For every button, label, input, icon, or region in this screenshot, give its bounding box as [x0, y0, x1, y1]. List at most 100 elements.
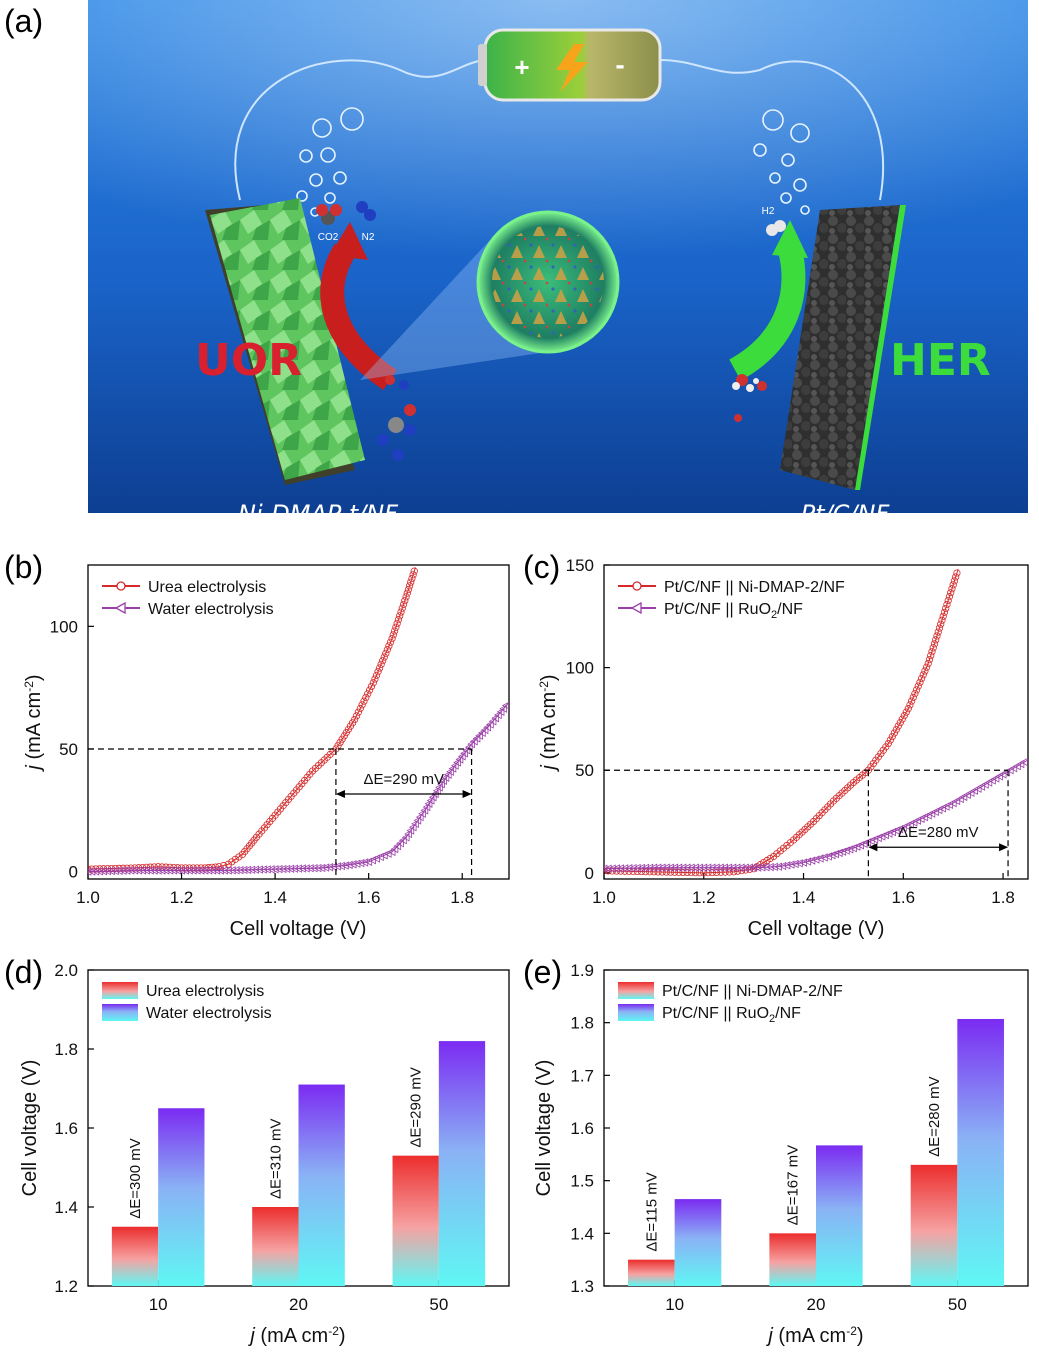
data-point-marker: [774, 862, 782, 871]
delta-arrowhead-right: [999, 843, 1009, 852]
data-point-marker: [298, 864, 306, 873]
data-point-marker: [333, 862, 341, 871]
y-tick-label: 50: [575, 761, 594, 780]
data-point-marker: [216, 866, 224, 875]
bar-series-2: [816, 1145, 863, 1286]
data-point-marker: [161, 866, 170, 875]
series-b: [88, 567, 509, 876]
data-point-marker: [712, 868, 721, 877]
data-point-marker: [675, 868, 683, 876]
plot-frame-b: [87, 564, 510, 880]
data-point-marker: [616, 864, 625, 873]
legend-swatch-marker: [632, 581, 642, 591]
data-point-marker: [904, 705, 912, 713]
data-point-marker: [934, 628, 942, 636]
data-point-marker: [658, 868, 666, 876]
x-tick-label: 1.8: [991, 888, 1015, 907]
right-electrode-label: Pt/C/NF: [801, 500, 891, 528]
panel-c-chart: (c) 1.0 1.2 1.4 1.6 1.8 0 50 100 150 ΔE=280 mV P…: [523, 549, 1029, 940]
data-point-marker: [344, 860, 353, 870]
delta-e-label: ΔE=167 mV: [785, 1145, 802, 1225]
data-point-marker: [632, 863, 641, 873]
data-point-marker: [231, 866, 240, 875]
data-point-marker: [398, 604, 406, 612]
data-point-marker: [650, 868, 658, 876]
data-point-marker: [169, 866, 178, 875]
data-point-marker: [443, 770, 452, 779]
data-point-marker: [247, 865, 256, 874]
y-axis-title-b: j (mA cm-2​): [22, 674, 45, 772]
data-point-marker: [286, 864, 295, 873]
data-point-marker: [914, 682, 922, 690]
data-point-marker: [177, 866, 185, 875]
data-point-marker: [130, 866, 139, 875]
left-wire: [234, 59, 489, 201]
x-tick-label: 1.0: [76, 888, 100, 907]
data-point-marker: [480, 725, 489, 735]
data-point-marker: [153, 866, 162, 875]
x-tick-label: 50: [429, 1295, 448, 1314]
data-point-marker: [703, 863, 712, 872]
data-point-marker: [390, 844, 399, 854]
data-point-marker: [402, 593, 410, 601]
data-point-marker: [394, 616, 403, 624]
data-point-marker: [795, 859, 803, 868]
data-point-marker: [393, 619, 401, 628]
data-point-marker: [356, 704, 364, 713]
data-point-marker: [922, 663, 931, 671]
data-point-marker: [439, 776, 447, 786]
legend-swatch: [618, 982, 654, 999]
data-point-marker: [624, 864, 633, 873]
data-point-marker: [890, 729, 898, 737]
annotation-e: ΔE=115 mV ΔE=167 mV ΔE=280 mV: [643, 1076, 943, 1251]
data-point-marker: [947, 589, 955, 597]
data-point-marker: [945, 593, 954, 601]
series-line-1: [88, 567, 416, 870]
data-point-marker: [666, 868, 675, 876]
data-point-marker: [898, 715, 906, 723]
series-clip-group: [88, 567, 509, 876]
data-point-marker: [266, 865, 275, 874]
data-point-marker: [753, 863, 762, 872]
data-point-marker: [122, 866, 131, 875]
data-point-marker: [118, 866, 127, 875]
legend-label: Urea electrolysis: [146, 983, 264, 1000]
delta-arrowhead-left: [335, 789, 345, 798]
data-point-marker: [367, 682, 376, 691]
uor-arrowhead: [330, 222, 368, 260]
data-point-marker: [749, 863, 758, 872]
data-point-marker: [398, 836, 407, 845]
data-point-marker: [392, 623, 400, 631]
data-point-marker: [290, 864, 299, 873]
data-point-marker: [757, 863, 766, 872]
left-electrode: [205, 198, 365, 485]
data-point-marker: [940, 608, 949, 616]
series-e: [628, 1018, 1004, 1286]
bar-series-1: [910, 1164, 958, 1286]
x-axis-title-e: j (mA cm-2​): [765, 1324, 863, 1347]
data-point-marker: [888, 732, 896, 741]
data-point-marker: [192, 866, 201, 875]
data-point-marker: [448, 764, 457, 773]
data-point-marker: [485, 720, 494, 729]
data-point-marker: [988, 776, 996, 785]
data-point-marker: [721, 868, 729, 876]
data-point-marker: [389, 631, 397, 639]
data-point-marker: [146, 866, 154, 875]
bar-series-1: [628, 1259, 675, 1286]
legend-swatch: [102, 1004, 138, 1021]
data-point-marker: [711, 863, 720, 872]
data-point-marker: [294, 864, 302, 873]
data-point-marker: [413, 816, 422, 825]
data-point-marker: [388, 634, 396, 643]
y-tick-label: 1.6: [54, 1119, 78, 1138]
data-point-marker: [424, 799, 433, 808]
data-point-marker: [404, 829, 412, 839]
battery-plus: +: [514, 52, 529, 82]
data-point-marker: [916, 678, 924, 686]
data-point-marker: [472, 734, 481, 743]
data-point-marker: [488, 717, 497, 726]
data-point-marker: [944, 596, 952, 605]
data-point-marker: [356, 858, 365, 868]
